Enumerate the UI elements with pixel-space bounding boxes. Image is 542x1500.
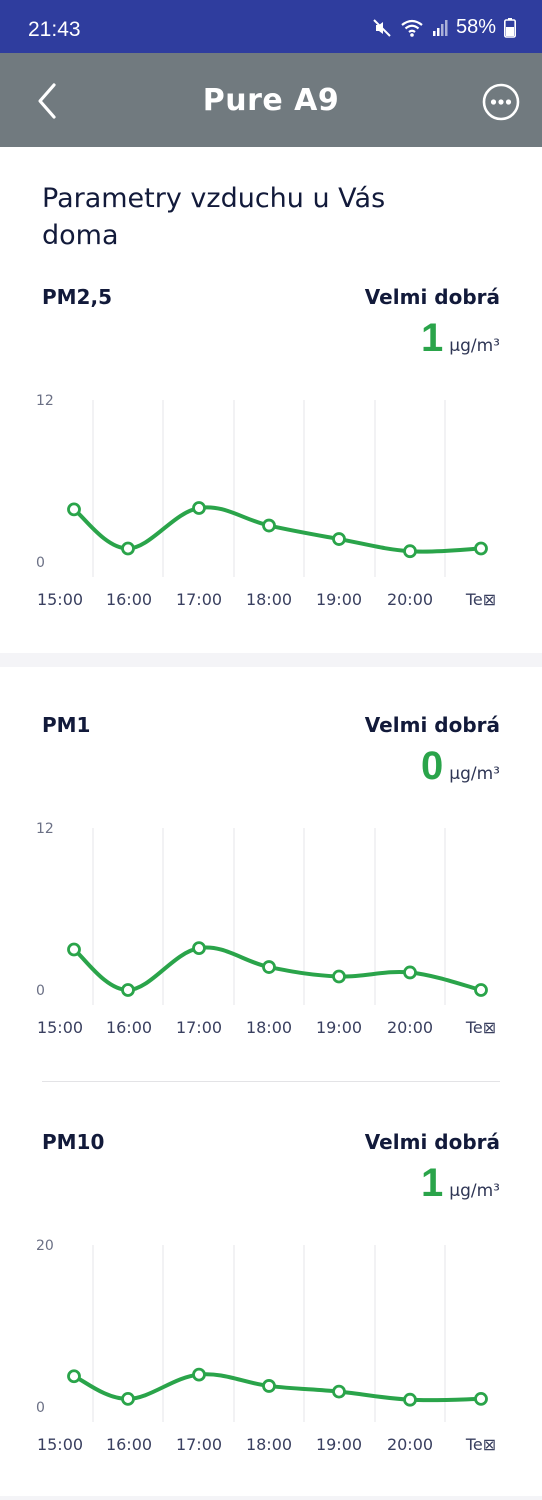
x-tick-label: 16:00 <box>106 590 152 609</box>
data-point <box>403 544 417 559</box>
data-point <box>67 502 81 517</box>
page-title: Parametry vzduchu u Vás doma <box>42 183 386 251</box>
x-tick-label: 17:00 <box>176 590 222 609</box>
measurement-value: 0 <box>421 744 444 788</box>
data-point <box>262 1379 276 1393</box>
data-point <box>474 983 488 997</box>
y-tick-label: 0 <box>36 555 45 571</box>
quality-label: Velmi dobrá <box>364 713 500 737</box>
data-point <box>332 532 346 546</box>
series-line <box>72 505 483 554</box>
x-tick-label: 15:00 <box>37 1435 83 1454</box>
x-tick-label: 20:00 <box>387 1018 433 1037</box>
chart-pm10: 20 0 15:00 16:00 17:00 18:00 19:00 20:00 Te⊠ <box>0 1235 542 1460</box>
quality-label: Velmi dobrá <box>364 1130 500 1154</box>
x-tick-label: 18:00 <box>246 1435 292 1454</box>
y-tick-label: 12 <box>36 821 54 837</box>
x-tick-label: Te⊠ <box>465 1018 496 1037</box>
section-divider-line <box>42 1081 500 1082</box>
data-point <box>474 1391 488 1406</box>
measurement-value: 1 <box>421 316 444 360</box>
x-tick-label: 20:00 <box>387 590 433 609</box>
data-point <box>192 501 206 515</box>
data-point <box>332 1384 346 1399</box>
chevron-left-icon <box>38 83 56 119</box>
x-tick-label: 19:00 <box>316 1435 362 1454</box>
wifi-icon <box>400 18 424 38</box>
data-point <box>474 541 488 556</box>
data-point <box>121 983 135 997</box>
quality-label: Velmi dobrá <box>364 285 500 309</box>
status-icons: 58% <box>372 16 516 39</box>
y-tick-label: 20 <box>36 1238 54 1254</box>
x-tick-label: 15:00 <box>37 590 83 609</box>
x-tick-label: 16:00 <box>106 1435 152 1454</box>
data-point <box>332 969 346 984</box>
status-time: 21:43 <box>28 18 81 41</box>
data-point <box>192 1367 206 1382</box>
data-point <box>67 1369 81 1384</box>
series-line <box>72 1372 483 1403</box>
section-label: PM10 <box>42 1130 105 1154</box>
x-tick-label: 19:00 <box>316 1018 362 1037</box>
data-point <box>192 941 206 956</box>
series-line <box>72 945 483 993</box>
app-bar: Pure A9 <box>0 53 542 147</box>
x-tick-label: 17:00 <box>176 1018 222 1037</box>
section-label: PM1 <box>42 713 91 737</box>
bottom-band <box>0 1496 542 1500</box>
line-chart: 12 0 15:00 16:00 17:00 18:00 19:00 20:00 Te⊠ <box>36 393 496 609</box>
x-tick-label: 15:00 <box>37 1018 83 1037</box>
mute-icon <box>372 18 392 38</box>
page-header-title: Pure A9 <box>202 83 340 118</box>
section-label: PM2,5 <box>42 285 112 309</box>
value-row: 0 µg/m³ <box>421 744 500 789</box>
measurement-unit: µg/m³ <box>449 336 500 356</box>
x-tick-label: 18:00 <box>246 590 292 609</box>
chart-pm25: 12 0 15:00 16:00 17:00 18:00 19:00 20:00 Te⊠ <box>0 390 542 615</box>
measurement-unit: µg/m³ <box>449 1181 500 1201</box>
x-tick-label: 20:00 <box>387 1435 433 1454</box>
measurement-value: 1 <box>421 1161 444 1205</box>
data-point <box>262 960 276 974</box>
y-tick-label: 0 <box>36 983 45 999</box>
x-tick-label: 16:00 <box>106 1018 152 1037</box>
value-row: 1 µg/m³ <box>421 1161 500 1206</box>
x-tick-label: 18:00 <box>246 1018 292 1037</box>
x-tick-label: 19:00 <box>316 590 362 609</box>
y-tick-label: 12 <box>36 393 54 409</box>
back-button[interactable] <box>30 81 66 121</box>
y-tick-label: 0 <box>36 1400 45 1416</box>
x-tick-label: Te⊠ <box>465 590 496 609</box>
data-point <box>121 1391 135 1406</box>
battery-icon <box>504 17 516 38</box>
x-tick-label: Te⊠ <box>465 1435 496 1454</box>
data-point <box>403 1392 417 1407</box>
chart-pm1: 12 0 15:00 16:00 17:00 18:00 19:00 20:00 Te⊠ <box>0 818 542 1043</box>
value-row: 1 µg/m³ <box>421 316 500 361</box>
status-bar: 21:43 58% <box>0 0 542 53</box>
section-divider <box>0 653 542 667</box>
line-chart: 12 0 15:00 16:00 17:00 18:00 19:00 20:00 Te⊠ <box>36 821 496 1037</box>
data-point <box>121 541 135 556</box>
more-horizontal-icon <box>482 83 520 121</box>
measurement-unit: µg/m³ <box>449 764 500 784</box>
battery-percent: 58% <box>455 16 496 38</box>
data-point <box>403 965 417 980</box>
x-tick-label: 17:00 <box>176 1435 222 1454</box>
line-chart: 20 0 15:00 16:00 17:00 18:00 19:00 20:00 Te⊠ <box>36 1238 496 1454</box>
data-point <box>262 518 276 533</box>
signal-icon <box>432 19 448 37</box>
more-options-button[interactable] <box>482 83 520 121</box>
data-point <box>67 942 81 957</box>
